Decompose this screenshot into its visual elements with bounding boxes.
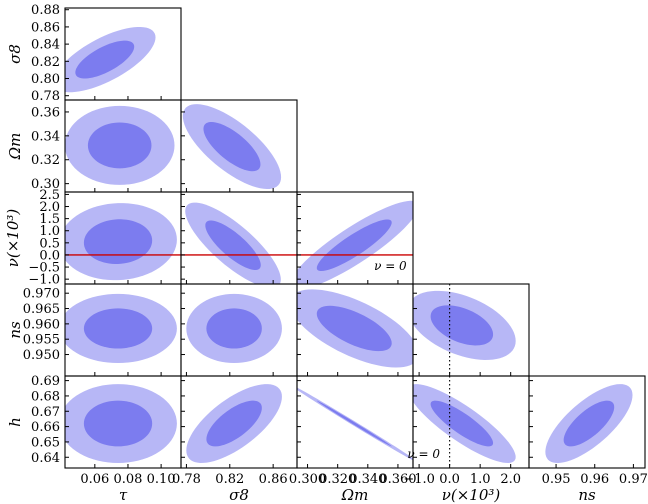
contour-inner xyxy=(430,400,494,447)
contour-inner xyxy=(316,400,392,447)
panel-nu-h xyxy=(413,384,516,463)
panel-sigma8-nu xyxy=(185,202,281,284)
y-tick-label: 2.0 xyxy=(39,200,60,215)
y-tick-label: 0.82 xyxy=(31,55,60,70)
x-tick-label: 0.08 xyxy=(113,472,142,487)
x-tick-label: 0.06 xyxy=(80,472,109,487)
y-tick-label: 0.66 xyxy=(31,420,60,435)
contour-inner xyxy=(75,40,135,79)
annotations: ν = 0 ν = 0 xyxy=(374,259,440,461)
x-tick-label: 0.78 xyxy=(172,472,201,487)
x-tick-label: −1.0 xyxy=(403,472,435,487)
y-tick-label: 0.32 xyxy=(31,153,60,168)
contour-inner xyxy=(206,400,262,447)
contour-inner xyxy=(316,219,392,272)
x-axis-label-ns: ns xyxy=(578,486,596,504)
x-tick-label: 0.10 xyxy=(147,472,176,487)
contour-inner xyxy=(205,220,261,271)
panel-nu-ns xyxy=(413,290,516,360)
contour-inner xyxy=(206,308,262,349)
x-tick-label: 0.300 xyxy=(289,472,326,487)
x-tick-label: 1.0 xyxy=(470,472,491,487)
y-axis-label-ns: ns xyxy=(6,321,24,339)
y-axis-label-sigma8: σ8 xyxy=(6,44,24,64)
x-tick-label: 0.320 xyxy=(319,472,356,487)
y-tick-label: 0.960 xyxy=(23,317,60,332)
y-tick-label: 0.69 xyxy=(31,374,60,389)
y-tick-label: 0.955 xyxy=(23,333,60,348)
y-tick-label: 0.970 xyxy=(23,287,60,302)
contour-inner xyxy=(203,121,261,172)
y-tick-label: 0.88 xyxy=(31,3,60,18)
y-tick-label: 0.84 xyxy=(31,38,60,53)
y-tick-label: 0.80 xyxy=(31,72,60,87)
y-tick-label: −0.5 xyxy=(28,261,60,276)
contour-inner xyxy=(430,305,494,346)
panel-omega_m-nu xyxy=(297,200,413,284)
y-axis-label-omega_m: Ωm xyxy=(6,133,24,161)
y-tick-label: 0.0 xyxy=(39,248,60,263)
x-axis-label-tau: τ xyxy=(119,486,128,504)
tick-labels: 0.78 0.80 0.82 0.84 0.86 0.88 0.30 0.32 0.34 0.36… xyxy=(23,3,648,487)
x-tick-label: 0.82 xyxy=(215,472,244,487)
panel-frames xyxy=(64,7,646,469)
x-tick-label: 0.96 xyxy=(580,472,609,487)
y-tick-label: 0.36 xyxy=(31,105,60,120)
contour-panels xyxy=(65,26,633,463)
contour-inner xyxy=(83,219,153,264)
panel-tau-h xyxy=(65,384,177,463)
contour-inner xyxy=(87,122,152,169)
y-tick-label: 1.0 xyxy=(39,224,60,239)
panel-tau-sigma8 xyxy=(65,26,156,93)
annotation-nu-zero: ν = 0 xyxy=(407,447,440,461)
y-tick-label: 0.65 xyxy=(31,435,60,450)
panel-sigma8-ns xyxy=(186,293,282,364)
contour-inner xyxy=(83,400,153,447)
x-tick-label: 0.360 xyxy=(379,472,416,487)
panel-omega_m-h xyxy=(297,387,413,461)
y-tick-label: 0.86 xyxy=(31,20,60,35)
y-tick-label: 0.68 xyxy=(31,389,60,404)
y-tick-label: 1.5 xyxy=(39,212,60,227)
x-axis-label-sigma8: σ8 xyxy=(229,486,249,504)
x-tick-label: 2.0 xyxy=(500,472,521,487)
contour-inner xyxy=(83,308,153,349)
panel-tau-ns xyxy=(65,293,177,364)
y-tick-label: −1.0 xyxy=(28,273,60,288)
y-tick-label: 0.34 xyxy=(31,129,60,144)
y-tick-label: 0.30 xyxy=(31,177,60,192)
panel-sigma8-omega_m xyxy=(182,104,282,190)
x-tick-label: 0.340 xyxy=(349,472,386,487)
x-tick-label: 0.0 xyxy=(439,472,460,487)
panel-tau-omega_m xyxy=(65,105,175,185)
y-axis-label-nu: ν(×10³) xyxy=(4,209,22,268)
y-tick-label: 2.5 xyxy=(39,188,60,203)
y-tick-label: 0.950 xyxy=(23,348,60,363)
y-tick-label: 0.67 xyxy=(31,405,60,420)
x-tick-label: 0.95 xyxy=(542,472,571,487)
x-tick-label: 0.97 xyxy=(619,472,648,487)
y-axis-label-h: h xyxy=(6,417,24,427)
panel-ns-h xyxy=(545,384,633,463)
annotation-nu-zero: ν = 0 xyxy=(374,259,407,273)
y-tick-label: 0.5 xyxy=(39,236,60,251)
contour-inner xyxy=(316,305,392,352)
x-axis-label-nu: ν(×10³) xyxy=(442,486,501,504)
panel-omega_m-ns xyxy=(297,289,413,368)
contour-inner xyxy=(563,400,615,447)
panel-frame xyxy=(528,375,646,469)
panel-tau-nu xyxy=(65,203,177,281)
x-tick-label: 0.86 xyxy=(259,472,288,487)
y-tick-label: 0.78 xyxy=(31,89,60,104)
y-tick-label: 0.965 xyxy=(23,302,60,317)
panel-sigma8-h xyxy=(186,384,282,463)
axis-labels: σ8 Ωm ν(×10³) ns h τ σ8 Ωm ν(×10³) ns xyxy=(4,44,596,504)
y-tick-label: 0.64 xyxy=(31,451,60,466)
reference-lines xyxy=(65,254,451,468)
x-axis-label-omega_m: Ωm xyxy=(341,486,369,504)
